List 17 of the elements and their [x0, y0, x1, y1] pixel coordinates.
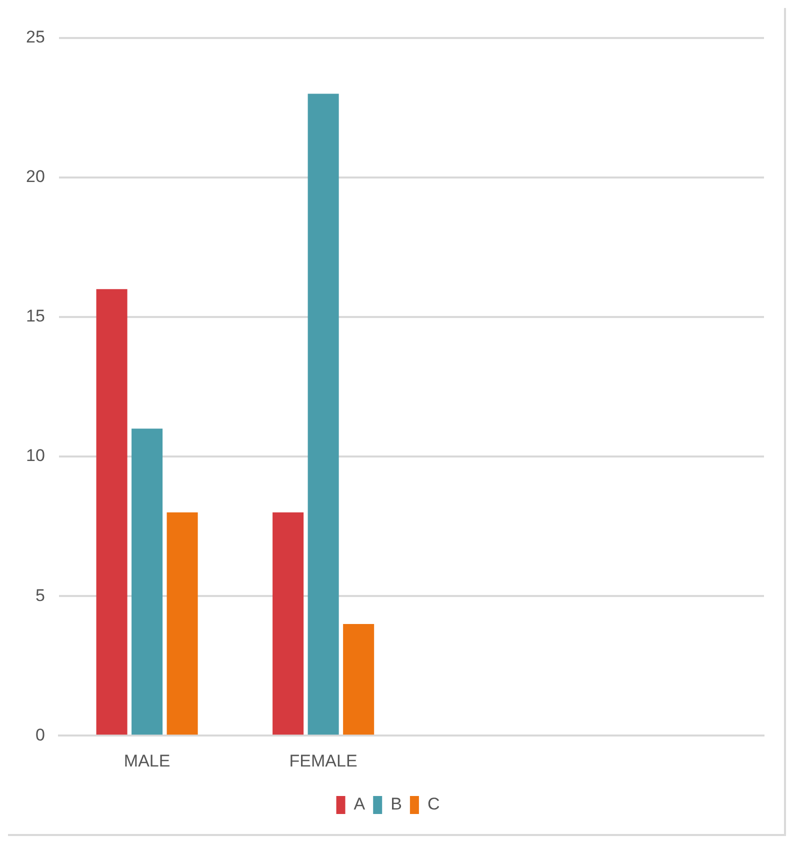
x-tick-label: FEMALE	[289, 751, 358, 770]
legend-label: B	[390, 794, 402, 814]
bar	[132, 428, 163, 735]
legend-label: A	[354, 794, 366, 814]
x-tick-label: MALE	[124, 751, 170, 770]
y-tick-label: 0	[35, 725, 45, 744]
y-tick-label: 5	[35, 586, 45, 605]
bar	[166, 512, 198, 735]
y-tick-label: 15	[26, 306, 45, 326]
y-tick-label: 20	[26, 167, 45, 186]
bar	[308, 94, 339, 735]
y-tick-label: 10	[26, 446, 45, 466]
bar	[96, 289, 128, 735]
bar	[343, 624, 374, 735]
legend-label: C	[427, 794, 440, 814]
y-tick-label: 25	[26, 28, 45, 47]
bar	[272, 512, 304, 735]
